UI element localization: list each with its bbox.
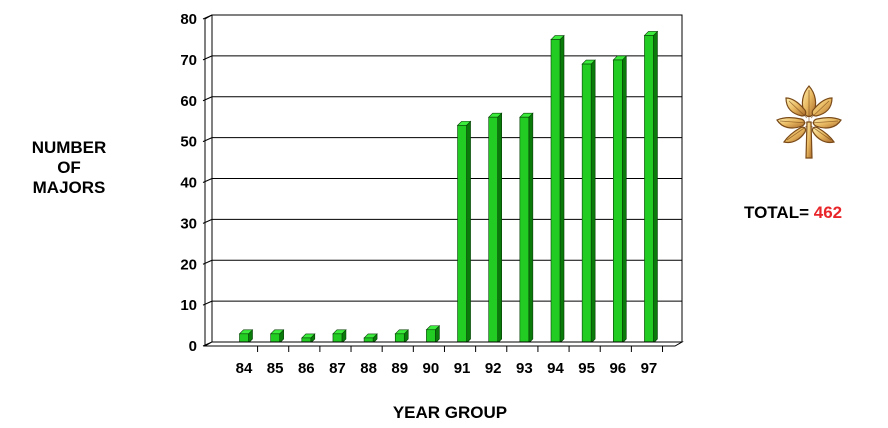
grid-layer xyxy=(211,14,683,343)
bar-side xyxy=(621,55,627,344)
bar xyxy=(550,34,565,344)
bar-side xyxy=(497,112,503,344)
oak-leaf-icon xyxy=(776,85,842,159)
bars-layer xyxy=(238,30,659,344)
y-tick-label: 80 xyxy=(180,11,197,28)
y-axis-label-line-2: OF xyxy=(57,158,81,177)
y-tick-mark xyxy=(202,96,213,102)
y-tick-mark xyxy=(202,218,213,224)
bar-front xyxy=(550,39,561,344)
x-tick-label: 95 xyxy=(578,360,595,377)
x-tick-label: 85 xyxy=(267,360,284,377)
y-tick-label: 20 xyxy=(180,256,197,273)
bar xyxy=(425,325,441,344)
bar-side xyxy=(590,59,596,344)
wall-edge xyxy=(204,14,213,20)
total-summary: TOTAL= 462 xyxy=(744,203,842,223)
bar xyxy=(581,59,596,344)
x-axis-label: YEAR GROUP xyxy=(392,403,508,422)
bar-side xyxy=(528,112,534,344)
y-tick-mark xyxy=(202,259,213,265)
bar-front xyxy=(488,116,499,344)
x-tick-label: 92 xyxy=(485,360,502,377)
total-label: TOTAL= xyxy=(744,203,810,222)
x-tick-label: 94 xyxy=(547,360,564,377)
plot-floor xyxy=(203,341,684,347)
y-tick-mark xyxy=(202,300,213,306)
y-tick-mark xyxy=(202,55,213,61)
bar xyxy=(519,112,534,344)
x-tick-label: 86 xyxy=(298,360,315,377)
x-tick-label: 91 xyxy=(454,360,471,377)
bar xyxy=(612,55,628,344)
y-tick-label: 30 xyxy=(180,215,197,232)
bar-front xyxy=(612,59,623,344)
x-tick-label: 84 xyxy=(236,360,253,377)
y-tick-label: 40 xyxy=(180,175,197,192)
bar-front xyxy=(457,125,467,344)
bar xyxy=(238,329,254,344)
x-tick-label: 89 xyxy=(391,360,408,377)
bar xyxy=(456,120,472,344)
x-tick-label: 96 xyxy=(609,360,626,377)
y-axis-label-line-3: MAJORS xyxy=(32,178,106,197)
bar-front xyxy=(581,63,592,344)
bar xyxy=(301,333,316,344)
total-value: 462 xyxy=(813,203,843,222)
bar xyxy=(269,329,285,344)
bar-side xyxy=(559,34,565,344)
bar xyxy=(332,329,347,344)
bar-front xyxy=(426,329,436,344)
y-tick-mark xyxy=(202,178,213,183)
bar xyxy=(394,329,409,344)
y-axis-label: NUMBER OF MAJORS xyxy=(8,138,130,198)
y-tick-mark xyxy=(202,137,213,143)
bar-side xyxy=(653,30,658,344)
x-tick-label: 87 xyxy=(329,360,346,377)
y-axis-label-line-1: NUMBER xyxy=(31,138,107,157)
y-tick-label: 60 xyxy=(180,93,197,110)
axis-layer: 0 10 20 30 40 50 60 70 80 84 85 86 87 88 89 90 91 92 93 94 9… xyxy=(180,11,684,377)
bar-front xyxy=(519,116,530,344)
bar-front xyxy=(644,35,654,344)
x-tick-label: 97 xyxy=(641,360,658,377)
y-tick-label: 70 xyxy=(180,52,197,69)
x-tick-label: 88 xyxy=(360,360,377,377)
y-tick-label: 50 xyxy=(180,134,197,151)
y-tick-label: 10 xyxy=(180,297,197,314)
y-tick-label: 0 xyxy=(189,338,197,355)
x-tick-label: 90 xyxy=(423,360,440,377)
bar xyxy=(363,333,378,344)
x-tick-label: 93 xyxy=(516,360,533,377)
bar xyxy=(487,112,503,344)
bar xyxy=(643,30,659,344)
bar-side xyxy=(466,120,471,344)
